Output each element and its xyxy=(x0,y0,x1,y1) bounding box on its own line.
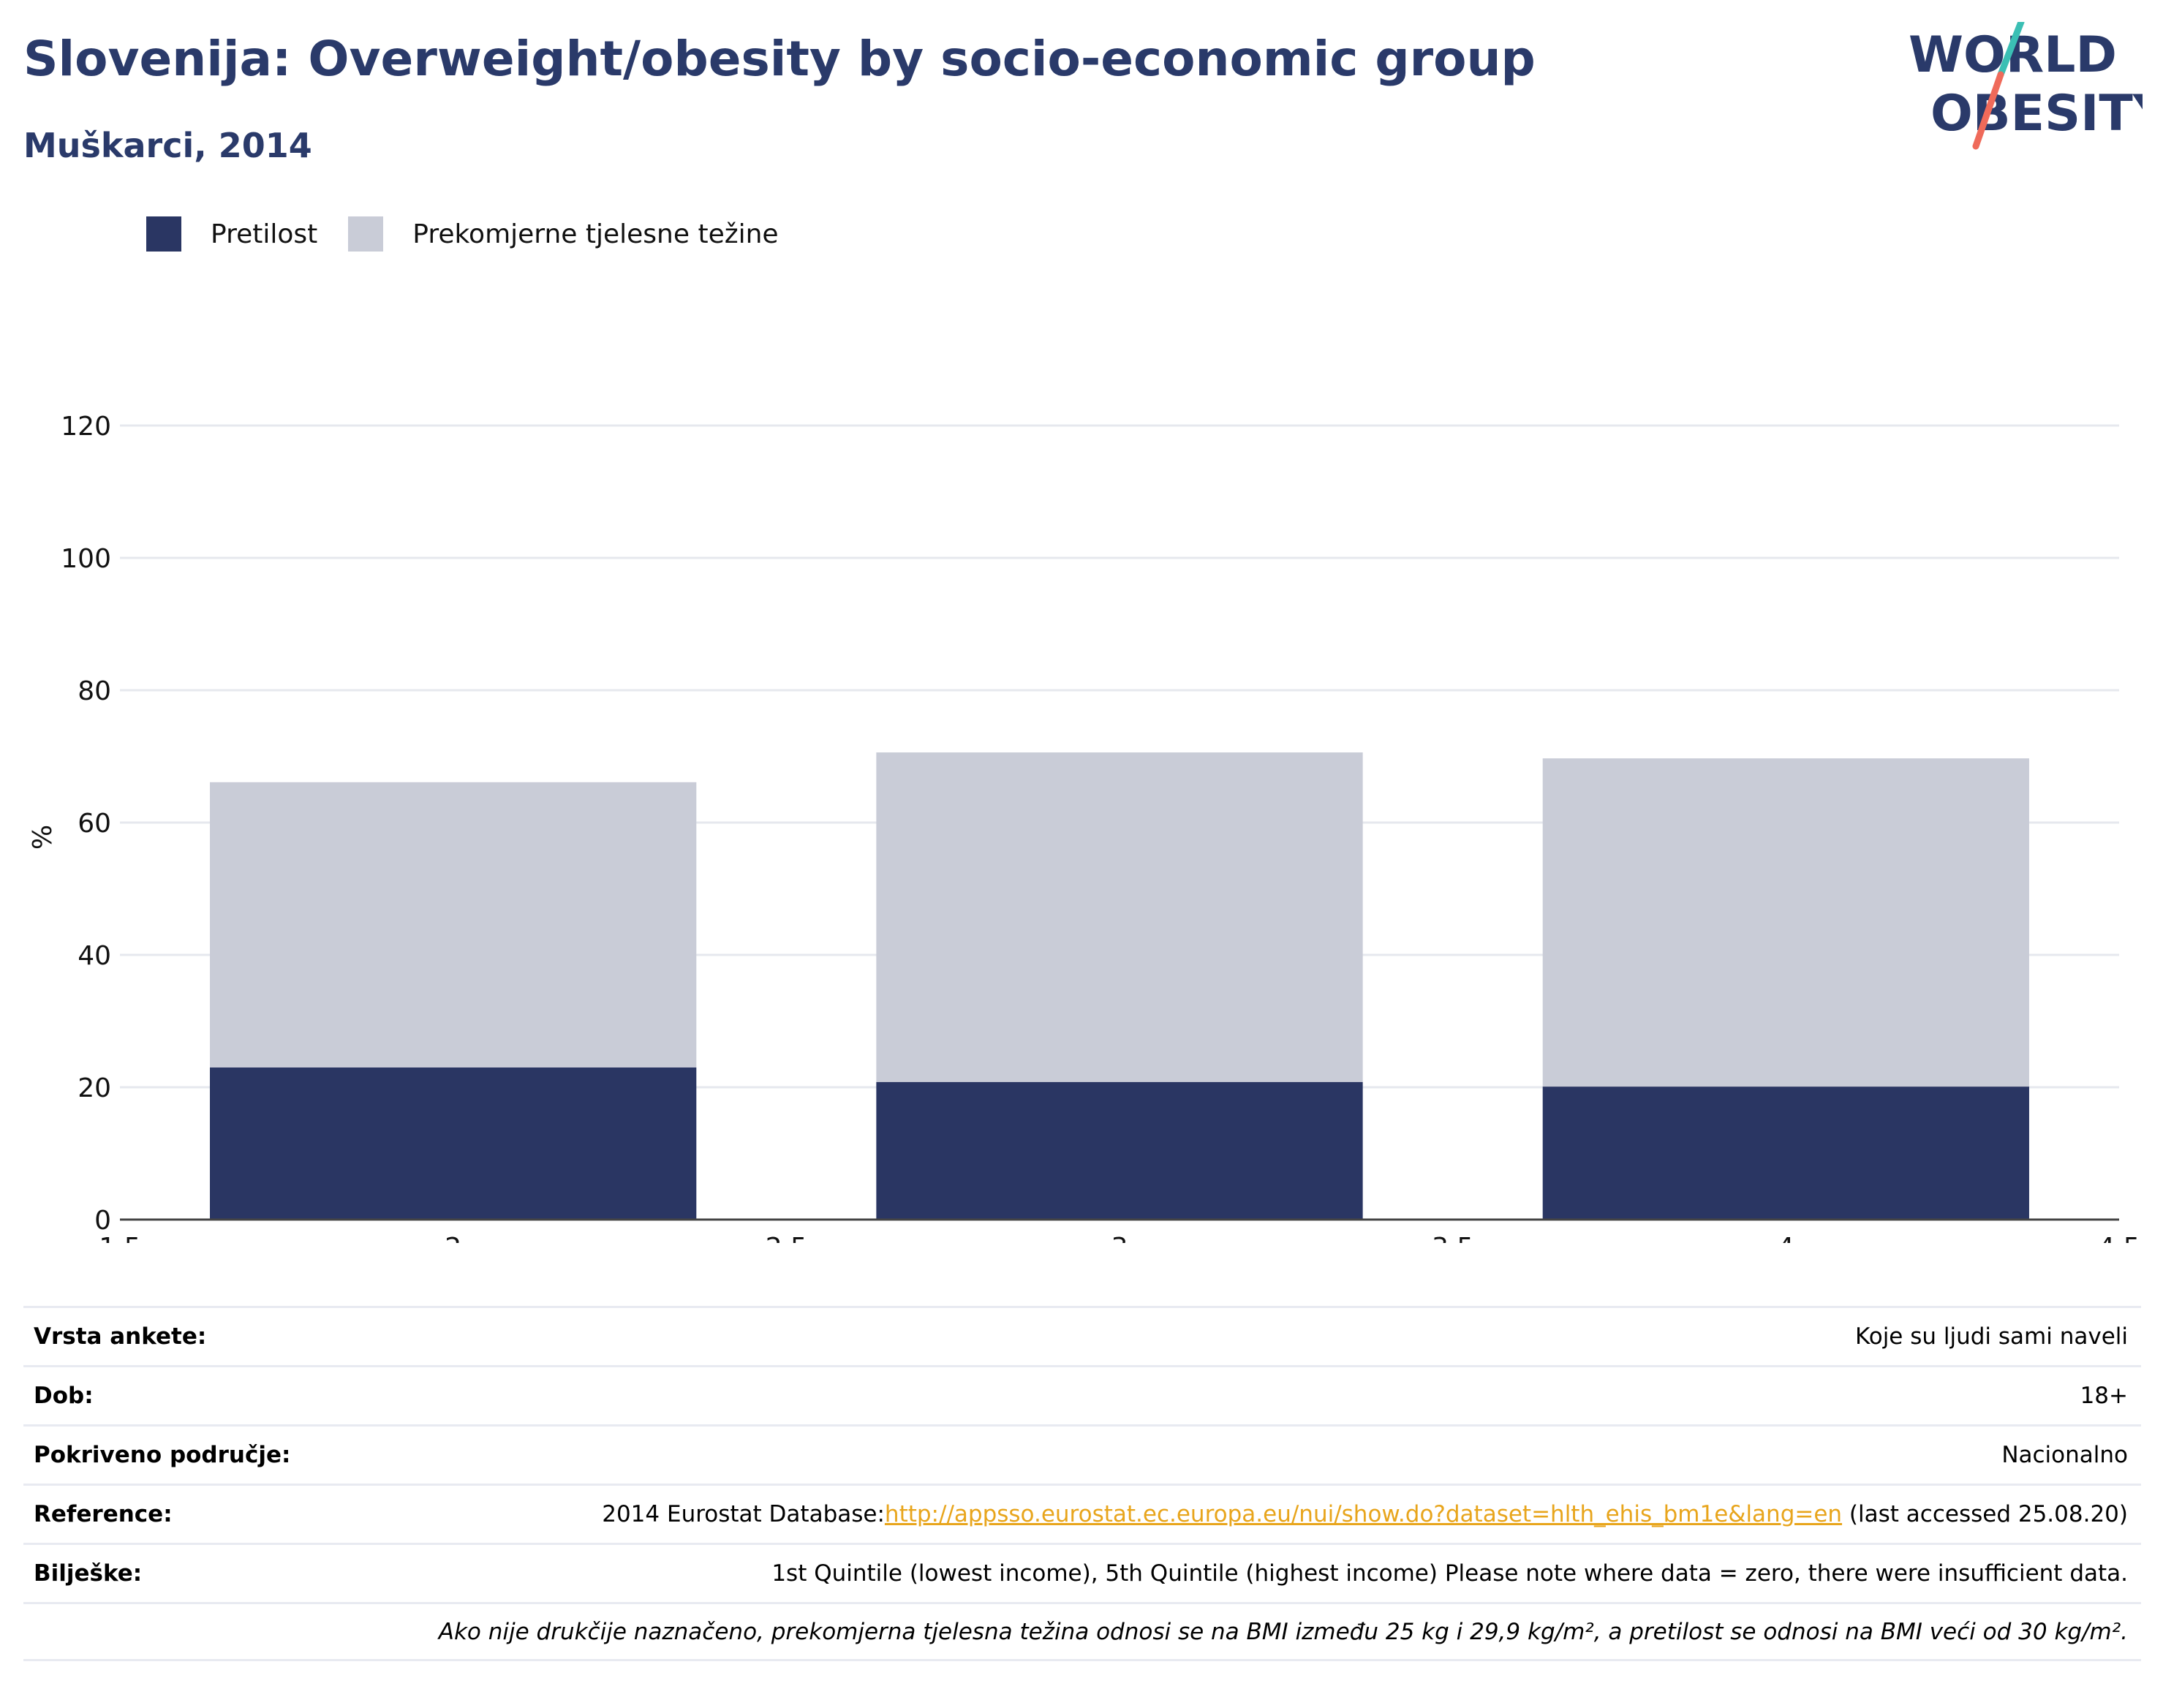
survey-label: Vrsta ankete: xyxy=(34,1323,207,1350)
chart-bars xyxy=(210,752,2029,1220)
y-tick-label: 80 xyxy=(78,676,111,706)
legend-label-overweight: Prekomjerne tjelesne težine xyxy=(412,219,779,249)
bar-obesity[interactable] xyxy=(876,1081,1363,1220)
y-tick-label: 40 xyxy=(78,941,111,971)
x-tick-label: 3.5 xyxy=(1432,1233,1473,1243)
legend-item-overweight[interactable]: Prekomjerne tjelesne težine xyxy=(348,216,779,252)
age-value: 18+ xyxy=(2080,1383,2128,1409)
legend-swatch-overweight xyxy=(348,216,384,252)
survey-value: Koje su ljudi sami naveli xyxy=(1854,1323,2128,1350)
bar-obesity[interactable] xyxy=(210,1067,697,1220)
bar-overweight[interactable] xyxy=(210,782,697,1068)
notes-value: 1st Quintile (lowest income), 5th Quinti… xyxy=(771,1560,2128,1587)
info-row-age: Dob: 18+ xyxy=(23,1365,2141,1424)
chart-legend: Pretilost Prekomjerne tjelesne težine xyxy=(146,216,809,252)
reference-link[interactable]: http://appsso.eurostat.ec.europa.eu/nui/… xyxy=(884,1501,1843,1527)
info-row-reference: Reference: 2014 Eurostat Database:http:/… xyxy=(23,1484,2141,1543)
x-tick-label: 3 xyxy=(1111,1233,1128,1243)
coverage-label: Pokriveno područje: xyxy=(34,1442,291,1468)
footnote: Ako nije drukčije naznačeno, prekomjerna… xyxy=(438,1618,2128,1645)
x-tick-label: 2.5 xyxy=(766,1233,807,1243)
notes-label: Bilješke: xyxy=(34,1560,143,1587)
bar-obesity[interactable] xyxy=(1542,1087,2029,1220)
x-tick-label: 2 xyxy=(445,1233,461,1243)
x-tick-label: 4.5 xyxy=(2098,1233,2140,1243)
logo-slash-top xyxy=(1997,22,2025,78)
y-axis-label: % xyxy=(28,825,58,850)
y-tick-label: 20 xyxy=(78,1073,111,1103)
x-tick-label: 1.5 xyxy=(99,1233,140,1243)
info-row-notes: Bilješke: 1st Quintile (lowest income), … xyxy=(23,1543,2141,1602)
y-tick-label: 100 xyxy=(61,544,111,574)
legend-item-obesity[interactable]: Pretilost xyxy=(146,216,317,252)
info-row-coverage: Pokriveno područje: Nacionalno xyxy=(23,1424,2141,1484)
y-tick-label: 120 xyxy=(61,412,111,442)
x-axis-ticks: 1.5 2 2.5 3 3.5 4 4.5 xyxy=(99,1233,2140,1243)
info-table: Vrsta ankete: Koje su ljudi sami naveli … xyxy=(23,1306,2141,1661)
logo-line-2: OBESITY xyxy=(1930,85,2143,143)
page-subtitle: Muškarci, 2014 xyxy=(23,126,312,165)
stacked-bar-chart: 0 20 40 60 80 100 120 1.5 2 2.5 3 3.5 4 4.5 % xyxy=(28,412,2140,1243)
reference-prefix: 2014 Eurostat Database: xyxy=(602,1501,885,1527)
y-tick-label: 0 xyxy=(94,1206,111,1236)
age-label: Dob: xyxy=(34,1383,94,1409)
x-tick-label: 4 xyxy=(1778,1233,1794,1243)
info-row-footnote: Ako nije drukčije naznačeno, prekomjerna… xyxy=(23,1602,2141,1661)
y-tick-label: 60 xyxy=(78,809,111,839)
page-title: Slovenija: Overweight/obesity by socio-e… xyxy=(23,31,1536,87)
reference-label: Reference: xyxy=(34,1501,173,1527)
reference-suffix: (last accessed 25.08.20) xyxy=(1842,1501,2128,1527)
legend-swatch-obesity xyxy=(146,216,181,252)
world-obesity-logo: WORLD OBESITY xyxy=(1909,22,2143,150)
coverage-value: Nacionalno xyxy=(2001,1442,2128,1468)
bar-overweight[interactable] xyxy=(876,752,1363,1082)
legend-label-obesity: Pretilost xyxy=(211,219,318,249)
reference-value: 2014 Eurostat Database:http://appsso.eur… xyxy=(602,1501,2128,1527)
y-axis-ticks: 0 20 40 60 80 100 120 xyxy=(61,412,111,1236)
info-row-survey: Vrsta ankete: Koje su ljudi sami naveli xyxy=(23,1306,2141,1365)
logo-slash-bottom xyxy=(1972,71,2004,150)
bar-overweight[interactable] xyxy=(1542,758,2029,1087)
